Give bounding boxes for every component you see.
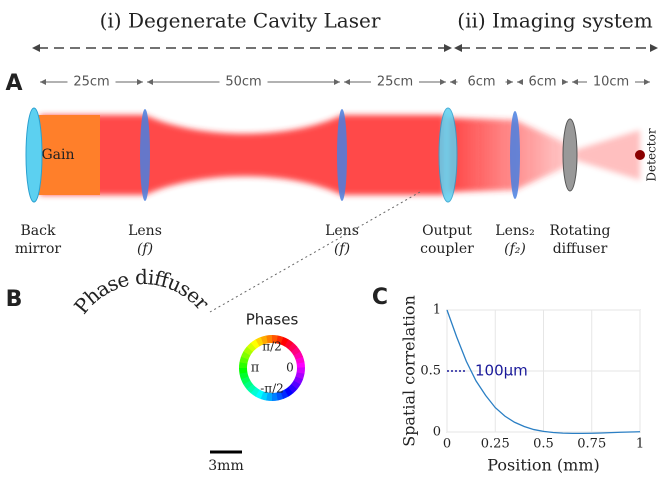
lens — [510, 111, 520, 199]
phase-label: 0 — [286, 361, 294, 375]
beam — [448, 118, 570, 192]
component-label: (f) — [334, 241, 350, 257]
back-mirror — [26, 108, 42, 202]
x-tick-label: 0 — [443, 437, 451, 452]
component-label: Output — [422, 223, 472, 239]
section-title: (i) Degenerate Cavity Laser — [100, 9, 381, 33]
y-tick-label: 1 — [433, 303, 441, 318]
annotation: 100μm — [475, 362, 528, 380]
panel-label: C — [372, 285, 388, 310]
diffuser-image — [55, 312, 215, 472]
x-axis-label: Position (mm) — [487, 456, 599, 475]
legend-title: Phases — [246, 311, 299, 329]
lens — [140, 109, 150, 201]
scale-label: 3mm — [208, 458, 243, 474]
phase-label: π/2 — [262, 340, 282, 354]
distance-label: 6cm — [528, 75, 556, 90]
x-tick-label: 0.25 — [481, 437, 510, 452]
x-tick-label: 1 — [636, 437, 644, 452]
y-axis-label: Spatial correlation — [400, 295, 419, 447]
rotating-diffuser — [563, 119, 577, 191]
detector-label: Detector — [645, 128, 659, 181]
gain-label: Gain — [41, 147, 74, 163]
panel-label: A — [5, 71, 22, 96]
component-label: Lens₂ — [495, 223, 534, 239]
distance-label: 10cm — [593, 75, 629, 90]
output-coupler — [439, 108, 457, 202]
detector — [635, 150, 645, 160]
section-title: (ii) Imaging system — [457, 9, 652, 33]
phase-label: π — [251, 361, 260, 376]
distance-label: 50cm — [225, 75, 261, 90]
speckle-beam — [575, 130, 640, 180]
component-label: coupler — [420, 241, 474, 257]
laser-beam — [40, 115, 445, 195]
x-tick-label: 0.75 — [577, 437, 606, 452]
y-tick-label: 0 — [433, 425, 441, 440]
component-label: diffuser — [553, 241, 608, 257]
diffuser-title: Phase diffuser — [69, 265, 215, 319]
panel-label: B — [6, 287, 23, 312]
y-tick-label: 0.5 — [420, 364, 441, 379]
distance-label: 25cm — [377, 75, 413, 90]
phase-label: -π/2 — [260, 382, 284, 396]
distance-label: 6cm — [467, 75, 495, 90]
component-label: mirror — [15, 241, 62, 257]
component-label: Lens — [325, 223, 359, 239]
figure: (i) Degenerate Cavity Laser (ii) Imaging… — [0, 0, 662, 477]
distance-label: 25cm — [73, 75, 109, 90]
connector — [210, 192, 420, 312]
component-label: Lens — [128, 223, 162, 239]
component-label: Back — [21, 223, 56, 239]
component-label: (f₂) — [504, 241, 526, 257]
lens — [337, 109, 347, 201]
component-label: Rotating — [549, 223, 610, 239]
diffuser-title: Phase diffuser — [69, 265, 215, 319]
component-label: (f) — [137, 241, 153, 257]
x-tick-label: 0.5 — [533, 437, 554, 452]
